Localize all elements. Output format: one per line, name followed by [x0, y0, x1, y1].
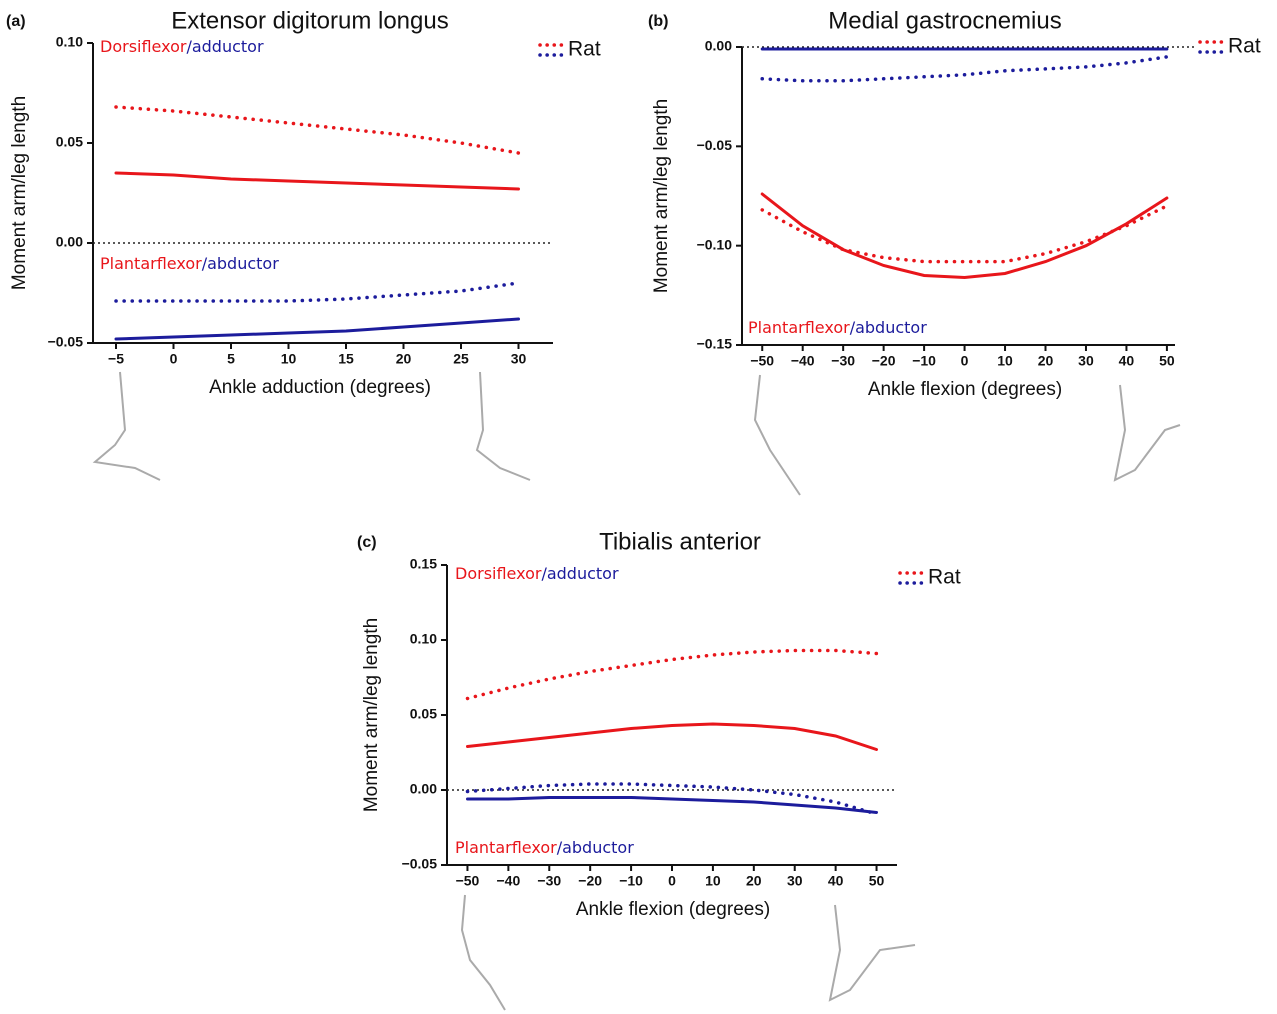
x-tick-label: −10	[619, 873, 643, 889]
annotation: Plantarflexor/abductor	[748, 318, 927, 337]
annotation: Plantarflexor/abductor	[455, 838, 634, 857]
y-tick-label: 0.15	[410, 556, 437, 572]
x-tick-label: −40	[496, 873, 520, 889]
series-line	[760, 55, 1169, 83]
y-axis-label: Moment arm/leg length	[361, 618, 382, 812]
panel: (b) Medial gastrocnemius Ankle flexion (de…	[648, 7, 1261, 400]
series-line	[466, 722, 878, 751]
legend-label: Rat	[1228, 35, 1261, 58]
annotation-part: /abductor	[557, 838, 635, 857]
x-tick-label: 40	[1119, 353, 1135, 369]
y-tick-label: 0.10	[56, 34, 83, 50]
leg-sketch	[828, 904, 916, 1002]
x-tick-label: 10	[281, 351, 297, 367]
legend-label: Rat	[568, 38, 601, 61]
x-tick-label: 0	[668, 873, 676, 889]
x-tick-label: 20	[746, 873, 762, 889]
annotation: Dorsiflexor/adductor	[455, 564, 619, 583]
annotation-part: /adductor	[186, 37, 264, 56]
y-axis-label: Moment arm/leg length	[651, 99, 672, 293]
x-tick-label: 30	[511, 351, 527, 367]
series-line	[465, 782, 879, 816]
series-line	[114, 171, 520, 191]
annotation-part: /abductor	[202, 254, 280, 273]
annotation-part: /abductor	[850, 318, 928, 337]
x-tick-label: −20	[872, 353, 896, 369]
series-line	[760, 192, 1169, 280]
annotation-part: Plantarflexor	[748, 318, 850, 337]
annotation-part: /adductor	[541, 564, 619, 583]
x-tick-label: −20	[578, 873, 602, 889]
chart-title: Medial gastrocnemius	[828, 7, 1061, 34]
x-tick-label: 25	[453, 351, 469, 367]
x-tick-label: 50	[1159, 353, 1175, 369]
x-tick-label: 40	[828, 873, 844, 889]
leg-sketch	[1113, 384, 1181, 482]
leg-sketch	[460, 894, 506, 1011]
annotation: Plantarflexor/abductor	[100, 254, 279, 273]
chart-title: Extensor digitorum longus	[171, 7, 448, 34]
series-line	[114, 105, 521, 155]
x-tick-label: 0	[961, 353, 969, 369]
x-tick-label: 0	[170, 351, 178, 367]
x-tick-label: −5	[108, 351, 124, 367]
leg-sketches	[92, 371, 1181, 1011]
series-line	[114, 317, 520, 341]
annotation-part: Dorsiflexor	[100, 37, 187, 56]
x-tick-label: 5	[227, 351, 235, 367]
series-line	[466, 796, 878, 814]
y-tick-label: −0.15	[697, 336, 733, 352]
y-tick-label: 0.05	[56, 134, 83, 150]
y-tick-label: −0.05	[402, 856, 438, 872]
chart-title: Tibialis anterior	[599, 528, 761, 555]
x-tick-label: 10	[997, 353, 1013, 369]
y-tick-label: −0.05	[697, 137, 733, 153]
panel: (a) Extensor digitorum longus Ankle adduct…	[6, 7, 601, 398]
y-axis-label: Moment arm/leg length	[9, 96, 30, 290]
annotation-part: Plantarflexor	[100, 254, 202, 273]
x-tick-label: 10	[705, 873, 721, 889]
annotation-part: Plantarflexor	[455, 838, 557, 857]
y-tick-label: −0.10	[697, 236, 733, 252]
x-axis-label: Ankle adduction (degrees)	[209, 377, 431, 398]
y-tick-label: 0.05	[410, 706, 437, 722]
y-tick-label: 0.00	[56, 234, 83, 250]
x-tick-label: 30	[787, 873, 803, 889]
series-line	[465, 648, 879, 701]
leg-sketch	[753, 374, 801, 496]
panel: (c) Tibialis anterior Ankle flexion (degre…	[357, 528, 961, 920]
x-tick-label: 15	[338, 351, 354, 367]
x-tick-label: 50	[869, 873, 885, 889]
y-tick-label: 0.00	[705, 38, 732, 54]
x-tick-label: −40	[791, 353, 815, 369]
y-tick-label: 0.00	[410, 781, 437, 797]
x-axis-label: Ankle flexion (degrees)	[868, 379, 1062, 400]
y-tick-label: 0.10	[410, 631, 437, 647]
x-tick-label: −50	[750, 353, 774, 369]
y-tick-label: −0.05	[48, 334, 84, 350]
x-axis-label: Ankle flexion (degrees)	[576, 899, 770, 920]
series-line	[114, 281, 521, 303]
x-tick-label: −30	[537, 873, 561, 889]
panel-label: (c)	[357, 534, 377, 551]
panel-label: (a)	[6, 13, 26, 30]
leg-sketch	[92, 371, 161, 481]
legend-label: Rat	[928, 566, 961, 589]
leg-sketch	[475, 371, 531, 481]
panel-label: (b)	[648, 13, 668, 30]
annotation-part: Dorsiflexor	[455, 564, 542, 583]
x-tick-label: −50	[456, 873, 480, 889]
x-tick-label: 20	[396, 351, 412, 367]
x-tick-label: −10	[912, 353, 936, 369]
x-tick-label: −30	[831, 353, 855, 369]
x-tick-label: 20	[1038, 353, 1054, 369]
annotation: Dorsiflexor/adductor	[100, 37, 264, 56]
x-tick-label: 30	[1078, 353, 1094, 369]
